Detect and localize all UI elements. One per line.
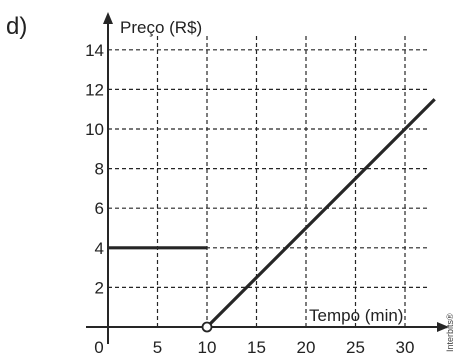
axes: [86, 12, 449, 344]
y-tick-labels: 2 4 6 8 10 12 14: [85, 41, 104, 298]
open-point-marker: [201, 321, 213, 333]
y-tick-label-10: 10: [85, 120, 104, 139]
y-tick-label-8: 8: [95, 160, 104, 179]
y-axis-arrow: [103, 12, 113, 24]
x-tick-label-20: 20: [297, 338, 316, 357]
x-tick-label-15: 15: [247, 338, 266, 357]
x-tick-label-30: 30: [396, 338, 415, 357]
y-tick-label-4: 4: [95, 239, 104, 258]
x-axis-title: Tempo (min): [309, 306, 403, 325]
panel-label: d): [6, 13, 27, 40]
x-tick-label-25: 25: [346, 338, 365, 357]
x-axis-arrow: [437, 322, 449, 332]
x-tick-label-5: 5: [153, 338, 162, 357]
grid-lines: [108, 34, 430, 327]
y-axis-title: Preço (R$): [120, 18, 202, 37]
y-tick-label-12: 12: [85, 80, 104, 99]
x-tick-label-0: 0: [94, 338, 103, 357]
series-line-2: [205, 98, 436, 329]
y-tick-label-2: 2: [95, 278, 104, 297]
annotations: [201, 321, 213, 333]
x-tick-label-10: 10: [198, 338, 217, 357]
data-series: [108, 98, 436, 329]
y-tick-label-6: 6: [95, 199, 104, 218]
y-tick-label-14: 14: [85, 41, 104, 60]
x-tick-labels: 0 5 10 15 20 25 30: [94, 338, 414, 357]
credit-text: Interbits®: [445, 313, 455, 352]
